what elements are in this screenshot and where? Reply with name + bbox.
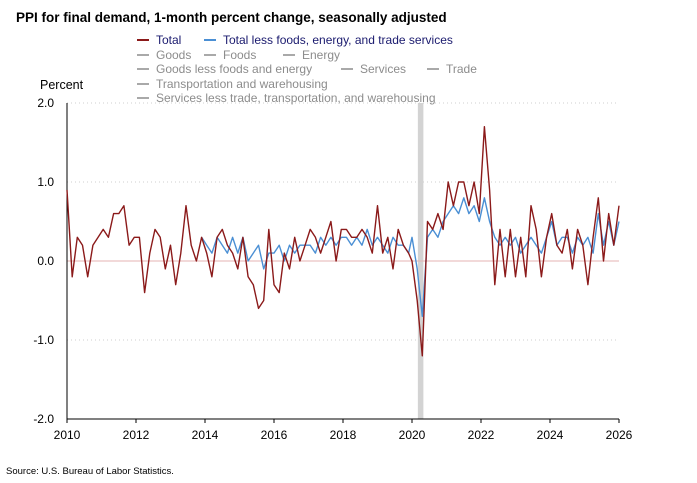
legend-item-1[interactable]: Total less foods, energy, and trade serv… (204, 33, 453, 47)
legend-label: Foods (223, 48, 256, 62)
y-tick-label: 1.0 (37, 175, 54, 189)
legend-item-6[interactable]: Services (341, 62, 406, 76)
x-tick-label: 2016 (261, 428, 288, 442)
x-tick-label: 2010 (54, 428, 81, 442)
legend-item-4[interactable]: Energy (283, 48, 340, 62)
x-tick-label: 2020 (399, 428, 426, 442)
legend-label: Services less trade, transportation, and… (156, 91, 436, 105)
chart-title: PPI for final demand, 1-month percent ch… (16, 10, 447, 25)
legend-item-5[interactable]: Goods less foods and energy (137, 62, 312, 76)
legend-item-0[interactable]: Total (137, 33, 181, 47)
legend-label: Total less foods, energy, and trade serv… (223, 33, 453, 47)
legend[interactable]: Total Total less foods, energy, and trade… (137, 33, 477, 105)
legend-item-9[interactable]: Services less trade, transportation, and… (137, 91, 436, 105)
legend-label: Goods (156, 48, 191, 62)
legend-item-7[interactable]: Trade (427, 62, 477, 76)
x-tick-label: 2024 (537, 428, 564, 442)
legend-label: Total (156, 33, 181, 47)
x-tick-label: 2018 (330, 428, 357, 442)
y-tick-label: 0.0 (37, 254, 54, 268)
legend-item-2[interactable]: Goods (137, 48, 191, 62)
legend-item-3[interactable]: Foods (204, 48, 256, 62)
y-axis-title: Percent (40, 78, 84, 92)
gridlines (67, 102, 619, 341)
series-lines (66, 126, 620, 357)
y-tick-label: -2.0 (33, 412, 54, 426)
y-tick-label: 2.0 (37, 96, 54, 110)
legend-item-8[interactable]: Transportation and warehousing (137, 77, 328, 91)
x-tick-label: 2022 (468, 428, 495, 442)
legend-label: Services (360, 62, 406, 76)
x-tick-label: 2012 (123, 428, 150, 442)
y-tick-label: -1.0 (33, 333, 54, 347)
legend-label: Trade (446, 62, 477, 76)
legend-label: Goods less foods and energy (156, 62, 312, 76)
series-line-total (66, 126, 620, 357)
x-tick-label: 2026 (606, 428, 633, 442)
legend-label: Energy (302, 48, 340, 62)
legend-label: Transportation and warehousing (156, 77, 328, 91)
x-tick-label: 2014 (192, 428, 219, 442)
source-note: Source: U.S. Bureau of Labor Statistics. (6, 466, 174, 477)
